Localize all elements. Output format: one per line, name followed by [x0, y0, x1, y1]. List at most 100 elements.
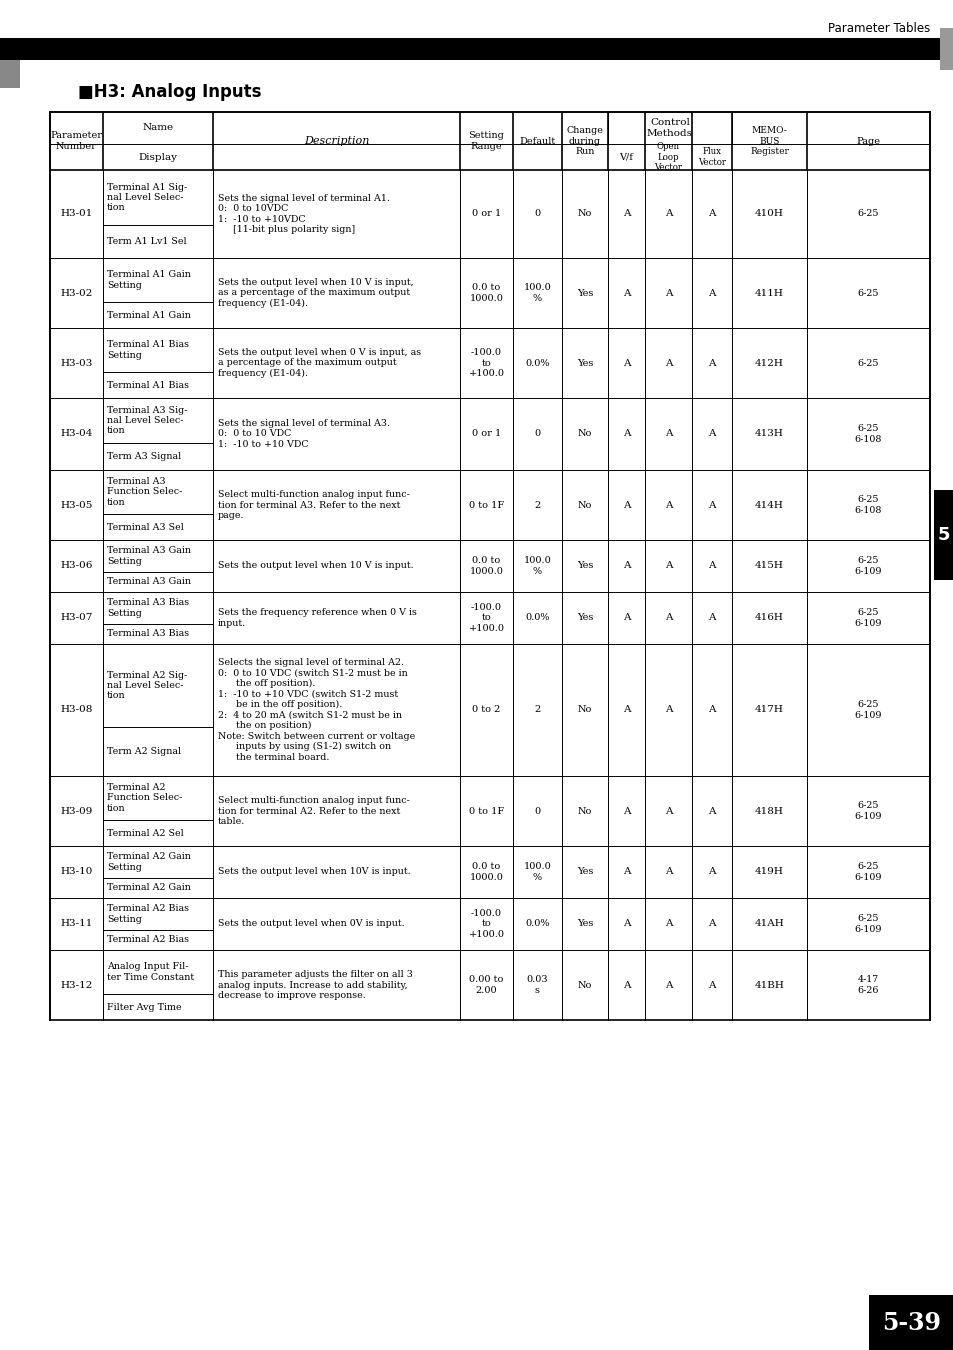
Bar — [868, 1295, 953, 1350]
Text: A: A — [664, 501, 672, 509]
Text: A: A — [622, 562, 630, 571]
Text: 0.03
s: 0.03 s — [526, 975, 548, 995]
Text: A: A — [622, 613, 630, 622]
Text: 100.0
%: 100.0 % — [523, 556, 551, 575]
Text: A: A — [707, 868, 715, 876]
Text: 0.0%: 0.0% — [525, 613, 549, 622]
Text: Parameter Tables: Parameter Tables — [827, 22, 929, 35]
Text: No: No — [578, 501, 592, 509]
Text: Terminal A3 Gain
Setting: Terminal A3 Gain Setting — [107, 547, 191, 566]
Text: A: A — [664, 980, 672, 990]
Text: 41AH: 41AH — [754, 919, 783, 929]
Text: 412H: 412H — [754, 359, 783, 367]
Text: H3-11: H3-11 — [60, 919, 92, 929]
Text: 0.0 to
1000.0: 0.0 to 1000.0 — [469, 863, 503, 882]
Text: A: A — [622, 806, 630, 815]
Text: A: A — [622, 209, 630, 219]
Text: 6-25
6-109: 6-25 6-109 — [854, 802, 882, 821]
Text: A: A — [707, 919, 715, 929]
Text: A: A — [664, 289, 672, 297]
Text: Select multi-function analog input func-
tion for terminal A3. Refer to the next: Select multi-function analog input func-… — [218, 490, 410, 520]
Text: A: A — [707, 501, 715, 509]
Text: 0.0%: 0.0% — [525, 359, 549, 367]
Text: Term A1 Lv1 Sel: Term A1 Lv1 Sel — [107, 238, 187, 246]
Text: H3-10: H3-10 — [60, 868, 92, 876]
Text: Open
Loop
Vector: Open Loop Vector — [654, 142, 681, 171]
Text: Filter Avg Time: Filter Avg Time — [107, 1003, 181, 1011]
Text: Terminal A2 Sel: Terminal A2 Sel — [107, 829, 184, 837]
Text: Terminal A1 Gain: Terminal A1 Gain — [107, 310, 191, 320]
Text: A: A — [707, 429, 715, 439]
Text: Default: Default — [518, 136, 555, 146]
Text: Sets the signal level of terminal A1.
0:  0 to 10VDC
1:  -10 to +10VDC
     [11-: Sets the signal level of terminal A1. 0:… — [218, 194, 390, 234]
Text: A: A — [664, 429, 672, 439]
Text: 0: 0 — [534, 806, 540, 815]
Text: Parameter
Number: Parameter Number — [51, 131, 102, 151]
Text: 0: 0 — [534, 209, 540, 219]
Text: Yes: Yes — [577, 919, 593, 929]
Text: Change
during
Run: Change during Run — [566, 126, 603, 155]
Text: No: No — [578, 806, 592, 815]
Text: 0 to 1F: 0 to 1F — [468, 501, 503, 509]
Text: 6-25
6-108: 6-25 6-108 — [854, 424, 882, 444]
Text: Description: Description — [303, 136, 369, 146]
Text: 6-25
6-109: 6-25 6-109 — [854, 556, 882, 575]
Text: No: No — [578, 706, 592, 714]
Text: Terminal A1 Sig-
nal Level Selec-
tion: Terminal A1 Sig- nal Level Selec- tion — [107, 182, 187, 212]
Text: MEMO-
BUS
Register: MEMO- BUS Register — [749, 126, 788, 155]
Text: Setting
Range: Setting Range — [468, 131, 504, 151]
Text: -100.0
to
+100.0: -100.0 to +100.0 — [468, 909, 504, 938]
Text: 0 or 1: 0 or 1 — [472, 429, 500, 439]
Bar — [0, 38, 939, 59]
Text: H3-09: H3-09 — [60, 806, 92, 815]
Text: 0 to 1F: 0 to 1F — [468, 806, 503, 815]
Text: 6-25: 6-25 — [857, 289, 879, 297]
Text: Terminal A1 Bias
Setting: Terminal A1 Bias Setting — [107, 340, 189, 359]
Text: 410H: 410H — [754, 209, 783, 219]
Text: 6-25: 6-25 — [857, 359, 879, 367]
Text: 4-17
6-26: 4-17 6-26 — [857, 975, 879, 995]
Text: 417H: 417H — [754, 706, 783, 714]
Text: A: A — [707, 209, 715, 219]
Text: A: A — [707, 562, 715, 571]
Text: Terminal A3 Sel: Terminal A3 Sel — [107, 522, 184, 532]
Text: 100.0
%: 100.0 % — [523, 863, 551, 882]
Text: 0.0 to
1000.0: 0.0 to 1000.0 — [469, 284, 503, 302]
Text: Yes: Yes — [577, 289, 593, 297]
Text: A: A — [707, 980, 715, 990]
Text: 415H: 415H — [754, 562, 783, 571]
Text: A: A — [622, 706, 630, 714]
Text: A: A — [707, 613, 715, 622]
Text: A: A — [664, 706, 672, 714]
Text: Sets the output level when 0V is input.: Sets the output level when 0V is input. — [218, 919, 404, 929]
Text: Yes: Yes — [577, 868, 593, 876]
Text: Sets the output level when 10 V is input.: Sets the output level when 10 V is input… — [218, 562, 414, 571]
Text: A: A — [622, 980, 630, 990]
Text: 41BH: 41BH — [754, 980, 783, 990]
Text: No: No — [578, 980, 592, 990]
Text: Terminal A2 Sig-
nal Level Selec-
tion: Terminal A2 Sig- nal Level Selec- tion — [107, 671, 187, 701]
Text: 0.0 to
1000.0: 0.0 to 1000.0 — [469, 556, 503, 575]
Text: 6-25
6-109: 6-25 6-109 — [854, 914, 882, 934]
Text: Select multi-function analog input func-
tion for terminal A2. Refer to the next: Select multi-function analog input func-… — [218, 796, 410, 826]
Text: A: A — [707, 289, 715, 297]
Text: A: A — [664, 562, 672, 571]
Text: A: A — [664, 919, 672, 929]
Text: 5: 5 — [937, 526, 949, 544]
Text: H3-05: H3-05 — [60, 501, 92, 509]
Text: Sets the output level when 10 V is input,
as a percentage of the maximum output
: Sets the output level when 10 V is input… — [218, 278, 414, 308]
Text: 6-25
6-108: 6-25 6-108 — [854, 495, 882, 514]
Text: Terminal A1 Bias: Terminal A1 Bias — [107, 381, 189, 390]
Text: 5-39: 5-39 — [882, 1311, 940, 1335]
Text: Term A2 Signal: Term A2 Signal — [107, 747, 181, 756]
Text: H3-07: H3-07 — [60, 613, 92, 622]
Text: Name: Name — [142, 123, 173, 132]
Text: H3-02: H3-02 — [60, 289, 92, 297]
Text: 2: 2 — [534, 501, 540, 509]
Text: A: A — [622, 359, 630, 367]
Text: H3-08: H3-08 — [60, 706, 92, 714]
Text: A: A — [622, 289, 630, 297]
Text: 411H: 411H — [754, 289, 783, 297]
Text: A: A — [664, 613, 672, 622]
Text: Terminal A2 Bias
Setting: Terminal A2 Bias Setting — [107, 904, 189, 923]
